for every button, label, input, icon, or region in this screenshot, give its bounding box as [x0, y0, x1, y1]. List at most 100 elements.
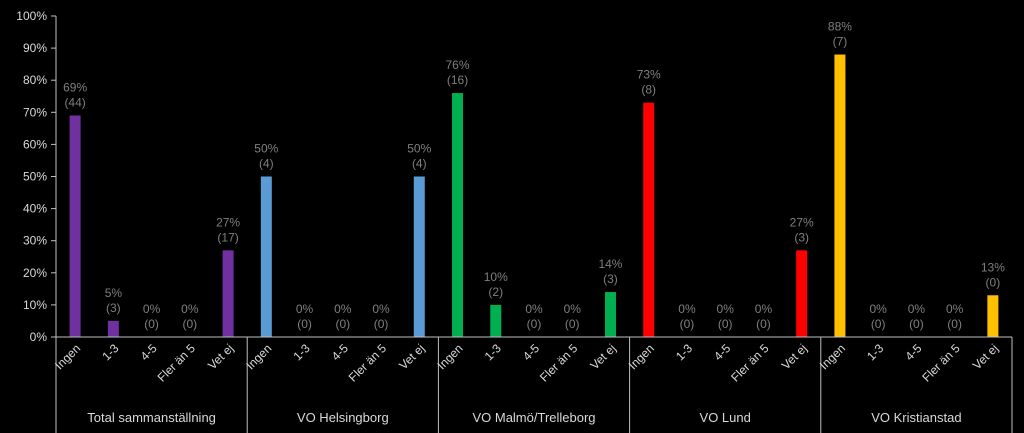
data-label-count: (0) [986, 275, 1001, 289]
data-label-count: (3) [106, 301, 121, 315]
data-label-count: (3) [794, 230, 809, 244]
bar-3-vet-ej [604, 292, 616, 337]
x-category-label: Fler än 5 [728, 341, 772, 385]
bar-5-ingen [834, 54, 846, 338]
data-label-count: (0) [909, 317, 924, 331]
data-label-percent: 5% [105, 286, 123, 300]
bar-2-ingen [260, 176, 272, 337]
x-category-label: Vet ej [779, 341, 810, 372]
bar-4-vet-ej [796, 250, 808, 337]
x-category-label: Fler än 5 [346, 341, 390, 385]
axes: 0% 10% 20% 30% 40% 50% 60% 70% 80% 90% 100% [16, 9, 57, 344]
group-label: VO Helsingborg [297, 410, 389, 425]
x-category-label: 1-3 [673, 341, 695, 363]
x-category-label: 1-3 [291, 341, 313, 363]
data-label-count: (2) [488, 285, 503, 299]
group-label: VO Malmö/Trelleborg [472, 410, 595, 425]
y-tick-label: 0% [30, 330, 48, 344]
data-label-count: (0) [947, 317, 962, 331]
bars [69, 54, 999, 338]
y-tick-label: 60% [23, 137, 47, 151]
x-category-label: Fler än 5 [537, 341, 581, 385]
bar-4-ingen [643, 102, 655, 337]
x-category-label: Vet ej [970, 341, 1001, 372]
data-label-count: (0) [718, 317, 733, 331]
x-category-label: 4-5 [520, 341, 542, 363]
data-label-count: (0) [335, 317, 350, 331]
data-label-percent: 0% [372, 302, 390, 316]
bar-3-1-3 [490, 304, 502, 337]
data-label-percent: 0% [143, 302, 161, 316]
group-label: VO Lund [700, 410, 751, 425]
x-category-label: Ingen [817, 341, 848, 372]
data-label-percent: 0% [717, 302, 735, 316]
data-label-percent: 0% [678, 302, 696, 316]
data-label-percent: 10% [484, 270, 508, 284]
x-category-label: Vet ej [587, 341, 618, 372]
x-category-label: 1-3 [482, 341, 504, 363]
data-label-percent: 0% [334, 302, 352, 316]
data-label-percent: 88% [828, 20, 852, 34]
data-label-count: (3) [603, 272, 618, 286]
data-label-percent: 0% [755, 302, 773, 316]
data-label-count: (8) [641, 83, 656, 97]
bar-3-ingen [452, 93, 464, 337]
data-label-count: (16) [447, 73, 468, 87]
data-label-count: (0) [527, 317, 542, 331]
data-label-percent: 73% [637, 68, 661, 82]
y-tick-label: 30% [23, 234, 47, 248]
x-category-label: Ingen [52, 341, 83, 372]
data-label-percent: 27% [216, 215, 240, 229]
bar-1-vet-ej [222, 250, 234, 337]
bar-2-vet-ej [413, 176, 425, 337]
data-label-count: (7) [833, 35, 848, 49]
x-category-label: Vet ej [396, 341, 427, 372]
data-label-percent: 50% [407, 142, 431, 156]
data-label-percent: 0% [946, 302, 964, 316]
data-label-percent: 27% [790, 215, 814, 229]
data-label-percent: 0% [296, 302, 314, 316]
data-label-percent: 69% [63, 81, 87, 95]
x-category-label: Ingen [626, 341, 657, 372]
data-label-count: (0) [374, 317, 389, 331]
data-label-count: (0) [565, 317, 580, 331]
data-label-percent: 14% [598, 257, 622, 271]
data-label-percent: 0% [525, 302, 543, 316]
data-label-percent: 0% [908, 302, 926, 316]
data-labels: 69%(44)5%(3) 0%(0)0%(0)27%(17)50%(4)0%(0)… [63, 20, 1005, 331]
x-category-label: 1-3 [864, 341, 886, 363]
data-label-percent: 76% [446, 58, 470, 72]
data-label-count: (0) [680, 317, 695, 331]
data-label-count: (0) [183, 317, 198, 331]
y-tick-label: 20% [23, 266, 47, 280]
data-label-percent: 13% [981, 260, 1005, 274]
y-tick-label: 70% [23, 105, 47, 119]
x-category-label: 4-5 [329, 341, 351, 363]
y-tick-label: 50% [23, 170, 47, 184]
bar-1-ingen [69, 115, 81, 337]
bar-1-1-3 [107, 320, 119, 337]
data-label-count: (4) [259, 157, 274, 171]
group-label: VO Kristianstad [871, 410, 961, 425]
data-label-count: (0) [756, 317, 771, 331]
x-category-label: Fler än 5 [919, 341, 963, 385]
data-label-percent: 0% [181, 302, 199, 316]
data-label-count: (0) [871, 317, 886, 331]
data-label-count: (44) [64, 96, 85, 110]
y-tick-label: 80% [23, 73, 47, 87]
data-label-count: (0) [297, 317, 312, 331]
bar-5-vet-ej [987, 295, 999, 337]
y-tick-label: 40% [23, 202, 47, 216]
x-category-label: Ingen [243, 341, 274, 372]
x-category-label: 4-5 [902, 341, 924, 363]
data-label-count: (4) [412, 157, 427, 171]
x-category-label: 4-5 [138, 341, 160, 363]
group-label: Total sammanställning [87, 410, 216, 425]
data-label-count: (17) [217, 230, 238, 244]
data-label-percent: 0% [869, 302, 887, 316]
x-category-label: Vet ej [205, 341, 236, 372]
x-category-label: Fler än 5 [155, 341, 199, 385]
y-tick-label: 10% [23, 298, 47, 312]
